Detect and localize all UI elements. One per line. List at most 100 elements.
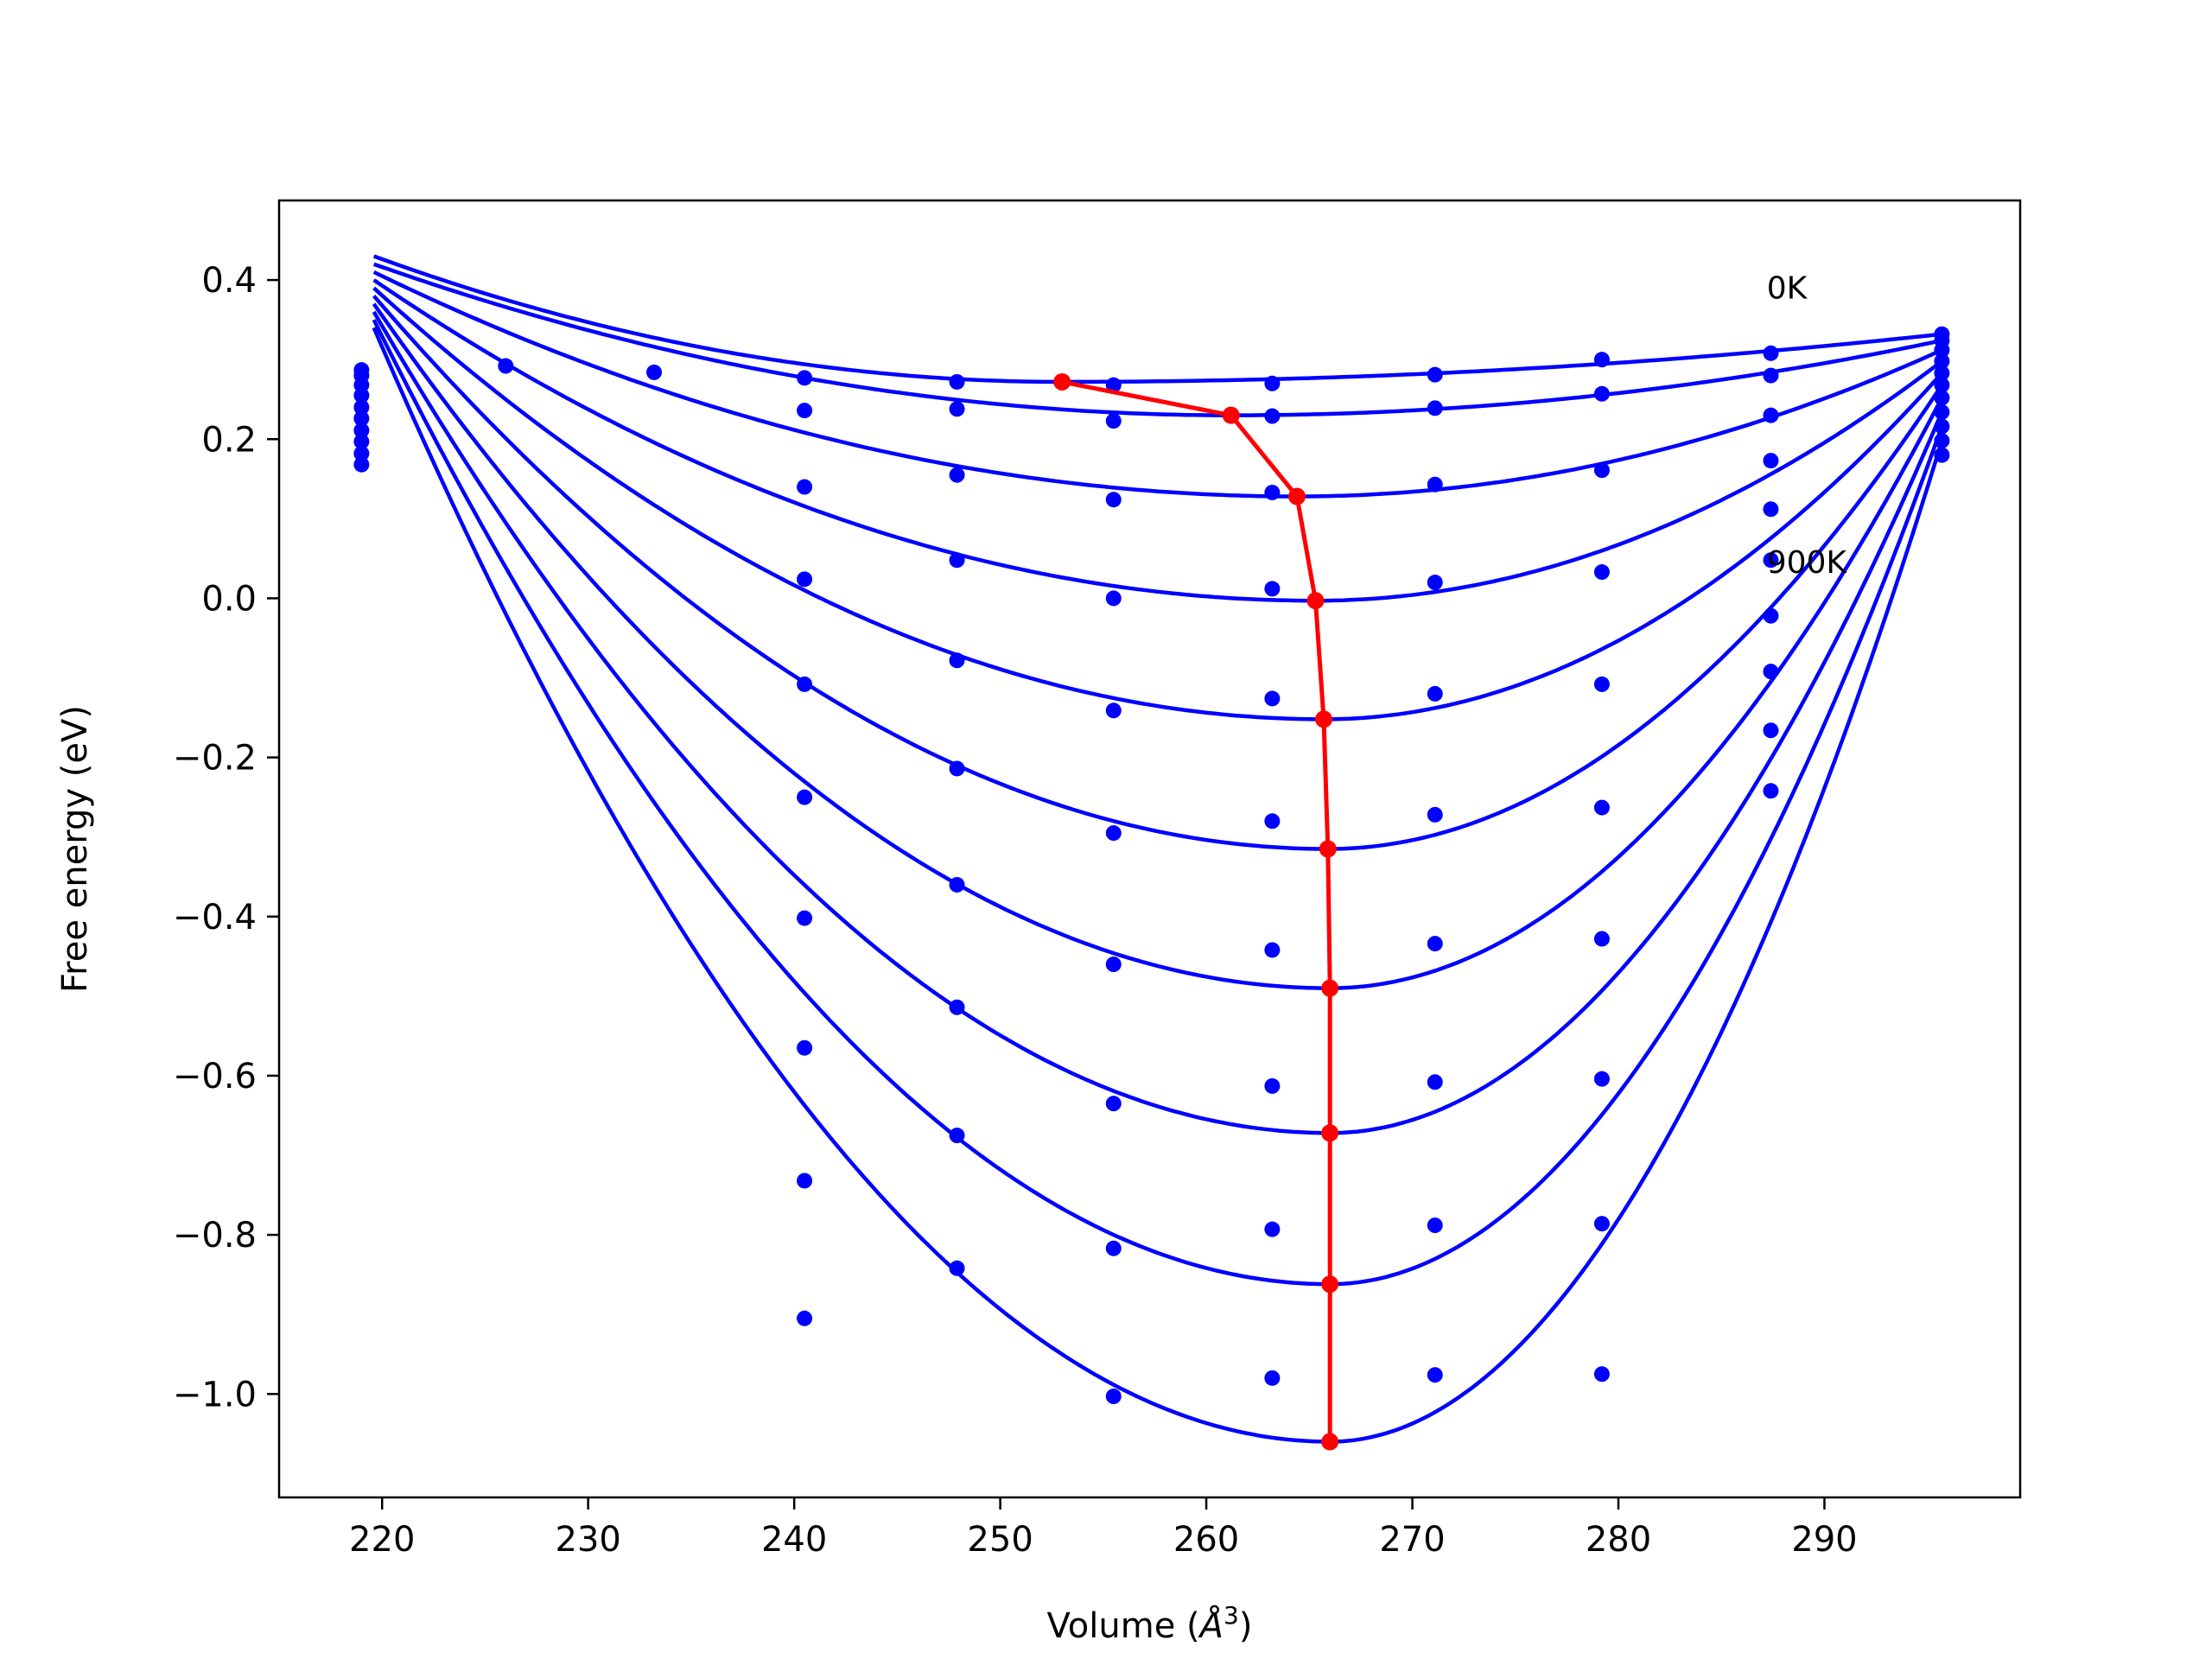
data-point [1593, 352, 1610, 368]
data-point [1105, 1389, 1122, 1405]
edge-point-right [1934, 447, 1950, 463]
data-point [498, 358, 514, 374]
data-point [1427, 1074, 1443, 1090]
data-point [949, 1260, 965, 1276]
data-point [1593, 1366, 1610, 1382]
data-point [1427, 575, 1443, 591]
data-point [1763, 664, 1779, 680]
x-axis-label-end: ) [1239, 1606, 1253, 1646]
data-point [1427, 400, 1443, 416]
data-point [797, 370, 813, 386]
minimum-point [1053, 372, 1071, 391]
data-point [1105, 377, 1122, 393]
data-point [1593, 931, 1610, 947]
temperature-annotation: 0K [1767, 270, 1808, 306]
data-point [1264, 375, 1281, 391]
edge-point-right [1934, 418, 1950, 435]
fit-curve-2 [372, 270, 1943, 499]
data-point [949, 373, 965, 390]
minimum-point [1321, 979, 1339, 997]
data-point [1763, 552, 1779, 569]
data-point [949, 876, 965, 893]
minimum-path-line [1061, 379, 1332, 1442]
data-point [1105, 825, 1122, 842]
data-point [1427, 936, 1443, 952]
data-point [1763, 453, 1779, 469]
data-point [1105, 1096, 1122, 1112]
fit-curve-7 [372, 310, 1944, 1135]
minimum-point [1319, 840, 1337, 858]
data-point [1264, 581, 1281, 597]
y-tick-label: 0.0 [201, 579, 257, 619]
edge-point-right [1934, 390, 1950, 406]
temperature-annotation: 900K [1767, 545, 1848, 581]
fit-curve-0 [372, 254, 1942, 385]
x-axis-label-sup: 3 [1224, 1601, 1239, 1630]
minimum-point [1222, 406, 1240, 424]
minimum-point [1321, 1275, 1339, 1294]
data-point [1593, 799, 1610, 816]
data-point [1105, 413, 1122, 429]
data-point [949, 652, 965, 669]
fit-curve-6 [372, 302, 1944, 990]
y-tick-label: 0.4 [201, 261, 257, 301]
data-point [1427, 806, 1443, 823]
data-point [1264, 1221, 1281, 1237]
data-point [1105, 957, 1122, 973]
data-point [1593, 385, 1610, 402]
data-point [797, 1039, 813, 1056]
fit-curve-8 [372, 319, 1944, 1287]
y-tick-label: −0.4 [173, 898, 257, 938]
data-point [1593, 1071, 1610, 1087]
x-tick-label: 290 [1791, 1520, 1857, 1560]
x-axis-label-unit: Å [1198, 1605, 1224, 1646]
data-point [1427, 476, 1443, 493]
data-point [1763, 501, 1779, 518]
data-point [797, 1310, 813, 1326]
data-point [1264, 408, 1281, 424]
data-point [949, 999, 965, 1015]
data-point [797, 479, 813, 495]
data-point [1427, 685, 1443, 702]
minimum-point [1321, 1124, 1339, 1142]
fit-curve-9 [372, 327, 1944, 1444]
data-point [1264, 690, 1281, 707]
data-point [1763, 783, 1779, 799]
edge-point-left [353, 423, 370, 439]
x-axis-label: Volume (Å3) [1047, 1601, 1253, 1647]
data-point [949, 552, 965, 569]
annotations: 0K 900K [1767, 270, 1848, 581]
y-axis-ticks: 0.4 0.2 0.0 −0.2 −0.4 −0.6 −0.8 −1.0 [173, 261, 279, 1414]
data-point [797, 910, 813, 926]
data-point [1593, 564, 1610, 581]
x-tick-label: 250 [967, 1520, 1033, 1560]
data-point [949, 1128, 965, 1144]
data-point [1264, 813, 1281, 830]
data-point [797, 403, 813, 419]
edge-point-left [353, 456, 370, 473]
data-point [1105, 702, 1122, 719]
edge-point-right [1934, 404, 1950, 420]
edge-point-right [1934, 353, 1950, 370]
data-point [797, 676, 813, 692]
data-point [1763, 345, 1779, 361]
data-point [949, 467, 965, 483]
y-tick-label: 0.2 [201, 420, 257, 460]
minimum-point [1288, 487, 1306, 505]
y-axis-label: Free energy (eV) [55, 705, 95, 993]
y-tick-label: −1.0 [173, 1375, 257, 1414]
data-point [1427, 1217, 1443, 1234]
x-tick-label: 230 [556, 1520, 621, 1560]
x-tick-label: 280 [1586, 1520, 1651, 1560]
edge-point-left [353, 434, 370, 450]
fit-curve-4 [372, 286, 1944, 721]
data-point [1264, 942, 1281, 958]
data-point [1105, 492, 1122, 508]
y-tick-label: −0.8 [173, 1216, 257, 1255]
data-point [1593, 676, 1610, 692]
edge-point-right [1934, 377, 1950, 393]
data-point [646, 364, 662, 380]
data-point [797, 571, 813, 588]
data-point [1593, 1216, 1610, 1232]
edge-point-left [353, 445, 370, 461]
